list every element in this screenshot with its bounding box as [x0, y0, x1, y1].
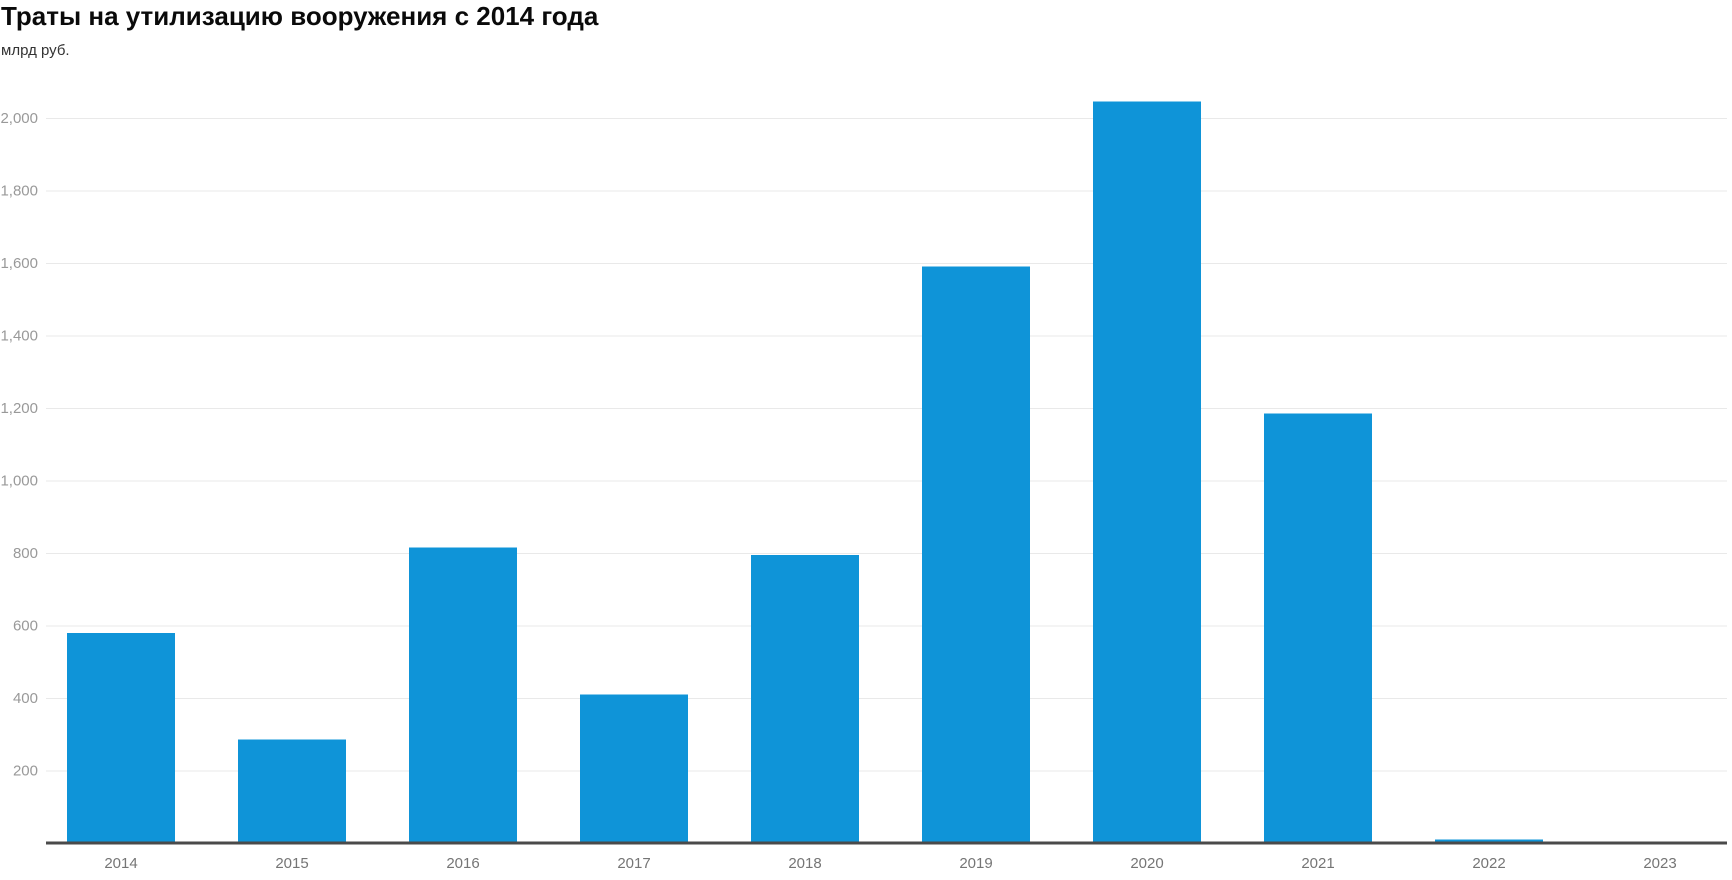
x-axis-line [46, 841, 1727, 845]
x-tick-label: 2023 [1643, 855, 1676, 872]
y-tick-label: 400 [13, 690, 38, 707]
bar-2019[interactable] [922, 266, 1030, 843]
bar-2015[interactable] [238, 739, 346, 843]
y-tick-label: 200 [13, 763, 38, 780]
x-tick-label: 2021 [1301, 855, 1334, 872]
x-tick-label: 2020 [1130, 855, 1163, 872]
y-tick-label: 1,800 [0, 183, 38, 200]
bar-2016[interactable] [409, 547, 517, 843]
bar-2022[interactable] [1435, 839, 1543, 843]
bar-2018[interactable] [751, 554, 859, 843]
bar-2014[interactable] [67, 632, 175, 843]
y-tick-label: 800 [13, 545, 38, 562]
x-tick-label: 2017 [617, 855, 650, 872]
x-tick-label: 2015 [275, 855, 308, 872]
x-tick-label: 2018 [788, 855, 821, 872]
x-tick-label: 2014 [104, 855, 137, 872]
y-tick-label: 1,400 [0, 328, 38, 345]
bar-2017[interactable] [580, 694, 688, 843]
x-tick-label: 2016 [446, 855, 479, 872]
chart-title: Траты на утилизацию вооружения с 2014 го… [1, 1, 599, 31]
y-tick-label: 600 [13, 618, 38, 635]
y-tick-label: 1,600 [0, 255, 38, 272]
bar-2020[interactable] [1093, 101, 1201, 843]
chart-unit-label: млрд руб. [1, 42, 70, 59]
y-tick-label: 2,000 [0, 110, 38, 127]
bar-2021[interactable] [1264, 413, 1372, 843]
y-tick-label: 1,200 [0, 400, 38, 417]
x-tick-label: 2022 [1472, 855, 1505, 872]
x-tick-label: 2019 [959, 855, 992, 872]
y-tick-label: 1,000 [0, 473, 38, 490]
